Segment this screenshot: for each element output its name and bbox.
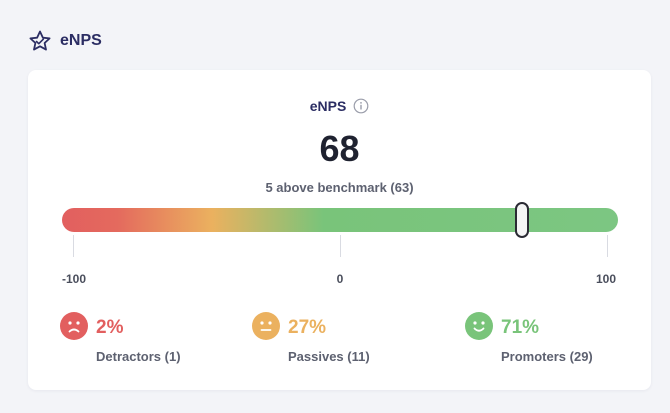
stat-caption: Detractors (1) — [96, 349, 181, 364]
neutral-face-icon — [252, 312, 280, 340]
gauge-marker — [514, 202, 529, 238]
tick-zero — [340, 235, 341, 257]
tick-max — [607, 235, 608, 257]
enps-gauge — [62, 202, 618, 238]
section-header: eNPS — [28, 29, 102, 53]
enps-score: 68 — [319, 128, 360, 169]
tick-label-min: -100 — [61, 272, 87, 286]
stat-value: 2% — [96, 317, 124, 338]
benchmark-text: 5 above benchmark (63) — [265, 180, 414, 195]
smile-face-icon — [465, 312, 493, 340]
star-icon — [29, 30, 51, 51]
info-icon[interactable] — [353, 98, 369, 114]
stat-caption: Passives (11) — [288, 349, 370, 364]
metric-label-row: eNPS — [28, 98, 651, 114]
stat-value: 27% — [288, 317, 327, 338]
tick-min — [73, 235, 74, 257]
gauge-track — [62, 208, 618, 232]
enps-card: eNPS 68 5 above benchmark (63) -100 0 10… — [28, 70, 651, 390]
tick-label-zero: 0 — [336, 272, 344, 286]
section-title: eNPS — [60, 32, 102, 49]
tick-label-max: 100 — [595, 272, 617, 286]
stat-value: 71% — [501, 317, 540, 338]
frown-face-icon — [60, 312, 88, 340]
stat-caption: Promoters (29) — [501, 349, 593, 364]
metric-label: eNPS — [309, 98, 347, 114]
